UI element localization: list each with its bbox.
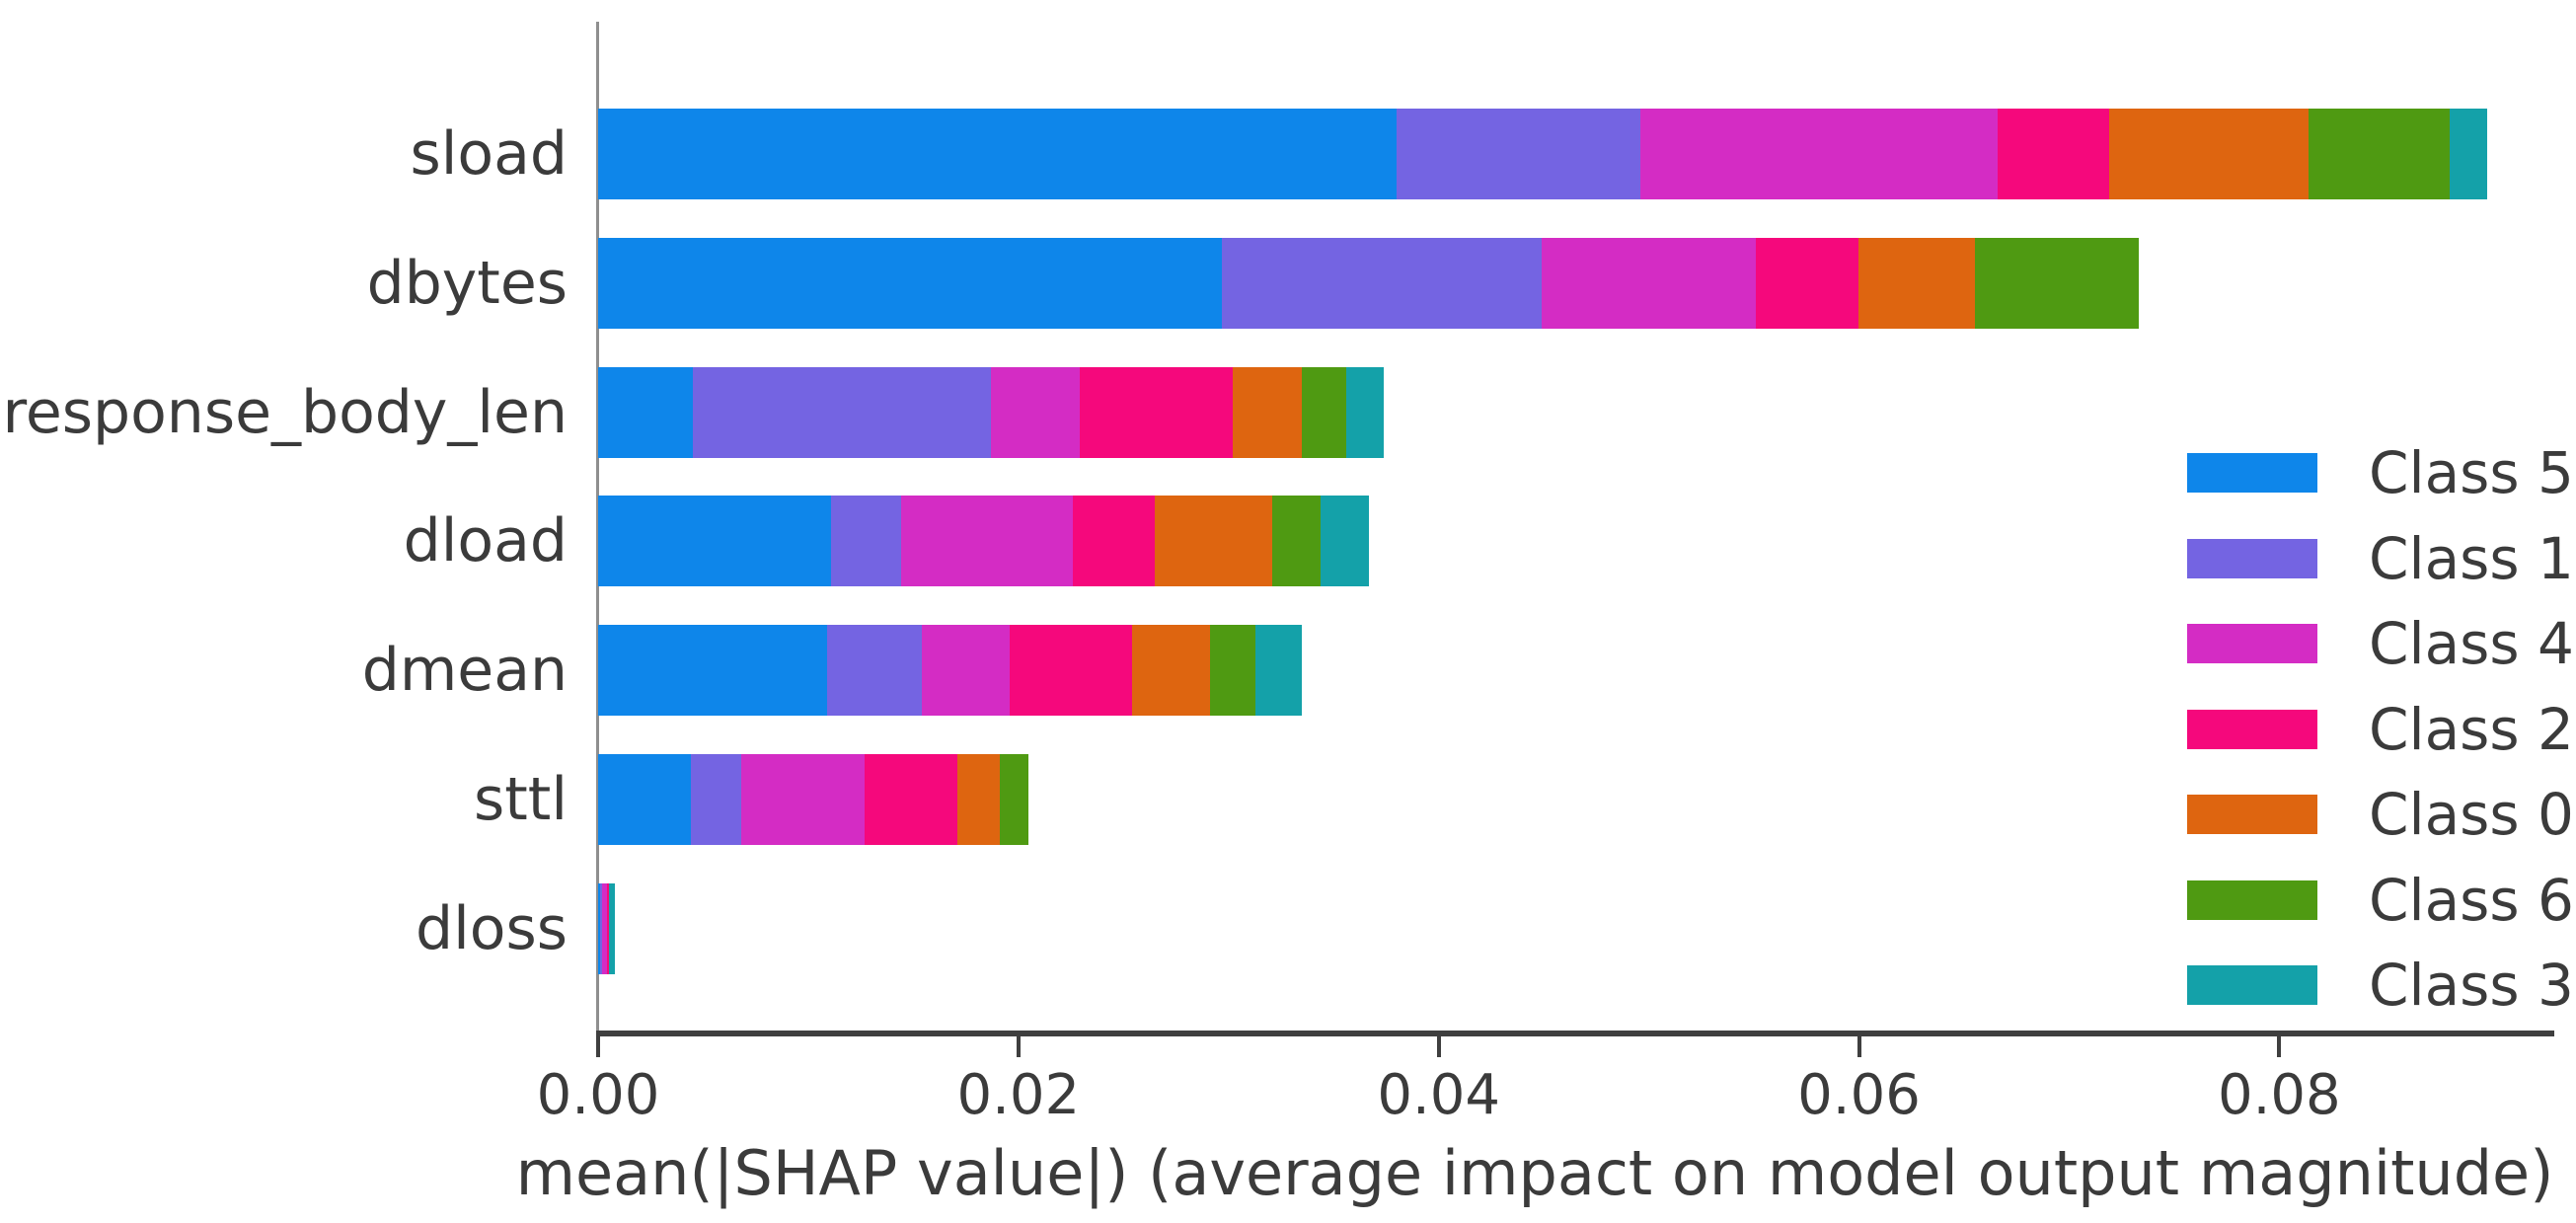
bar-segment-dmean-class-5 xyxy=(598,625,828,717)
legend-swatch-class-1 xyxy=(2187,538,2317,578)
legend-item-class-4: Class 4 xyxy=(2187,613,2574,674)
bar-segment-sttl-class-0 xyxy=(957,754,1000,845)
bar-segment-dmean-class-1 xyxy=(827,625,922,717)
bar-segment-sttl-class-5 xyxy=(598,754,691,845)
bar-segment-response_body_len-class-5 xyxy=(598,366,693,458)
bar-segment-sttl-class-4 xyxy=(740,754,866,845)
bar-segment-dloss-class-5 xyxy=(598,882,601,974)
legend-item-class-5: Class 5 xyxy=(2187,442,2574,503)
bar-segment-sload-class-2 xyxy=(1998,109,2109,199)
y-tick-label-dloss: dloss xyxy=(416,893,568,963)
bar-segment-dload-class-2 xyxy=(1073,496,1156,587)
bar-segment-dloss-class-2 xyxy=(606,882,609,974)
x-axis-line xyxy=(596,1031,2554,1036)
y-axis-spine xyxy=(596,22,599,1033)
legend-label-class-0: Class 0 xyxy=(2369,781,2574,848)
bar-segment-response_body_len-class-0 xyxy=(1232,366,1303,458)
legend-item-class-0: Class 0 xyxy=(2187,784,2574,845)
bar-segment-dmean-class-2 xyxy=(1010,625,1132,717)
bar-segment-dload-class-3 xyxy=(1321,496,1370,587)
bar-segment-response_body_len-class-6 xyxy=(1302,366,1346,458)
y-tick-label-dmean: dmean xyxy=(361,636,568,706)
legend-swatch-class-3 xyxy=(2187,965,2317,1005)
legend-item-class-3: Class 3 xyxy=(2187,955,2574,1016)
legend-label-class-6: Class 6 xyxy=(2369,866,2574,934)
legend-swatch-class-6 xyxy=(2187,879,2317,920)
bar-segment-dload-class-1 xyxy=(831,496,901,587)
legend-item-class-2: Class 2 xyxy=(2187,699,2574,760)
bar-segment-sload-class-5 xyxy=(598,109,1398,199)
x-tick-label-0.00: 0.00 xyxy=(536,1063,660,1127)
y-tick-label-dbytes: dbytes xyxy=(366,248,568,318)
legend-label-class-4: Class 4 xyxy=(2369,610,2574,677)
x-tick-label-0.06: 0.06 xyxy=(1797,1063,1921,1127)
bar-segment-dload-class-4 xyxy=(900,496,1074,587)
x-tick-label-0.02: 0.02 xyxy=(956,1063,1081,1127)
x-tick-mark-0.02 xyxy=(1016,1036,1021,1057)
bar-segment-dbytes-class-5 xyxy=(598,237,1223,329)
x-tick-label-0.08: 0.08 xyxy=(2217,1063,2341,1127)
bar-segment-sload-class-0 xyxy=(2108,109,2310,199)
y-tick-label-sload: sload xyxy=(410,119,568,189)
y-tick-label-sttl: sttl xyxy=(474,765,568,834)
bar-segment-sttl-class-2 xyxy=(865,754,958,845)
bar-segment-response_body_len-class-4 xyxy=(991,366,1080,458)
legend-swatch-class-4 xyxy=(2187,624,2317,663)
bar-segment-sttl-class-6 xyxy=(999,754,1029,845)
bar-segment-dload-class-0 xyxy=(1155,496,1273,587)
bar-segment-dbytes-class-0 xyxy=(1858,237,1975,329)
x-axis-title: mean(|SHAP value|) (average impact on mo… xyxy=(515,1137,2554,1209)
bar-segment-response_body_len-class-3 xyxy=(1345,366,1385,458)
bar-segment-dmean-class-3 xyxy=(1255,625,1303,717)
x-tick-label-0.04: 0.04 xyxy=(1377,1063,1500,1127)
bar-segment-dload-class-5 xyxy=(598,496,832,587)
bar-row-sttl xyxy=(598,754,2550,845)
legend-item-class-1: Class 1 xyxy=(2187,528,2574,589)
legend-label-class-3: Class 3 xyxy=(2369,952,2574,1019)
bar-segment-dbytes-class-4 xyxy=(1541,237,1757,329)
bar-row-sload xyxy=(598,109,2550,199)
bar-segment-dmean-class-0 xyxy=(1131,625,1210,717)
y-tick-label-dload: dload xyxy=(403,506,568,576)
bar-row-dmean xyxy=(598,625,2550,717)
legend-label-class-5: Class 5 xyxy=(2369,439,2574,506)
x-tick-mark-0.08 xyxy=(2277,1036,2282,1057)
x-tick-mark-0.06 xyxy=(1856,1036,1861,1057)
bar-segment-dbytes-class-1 xyxy=(1222,237,1542,329)
bar-segment-dbytes-class-6 xyxy=(1974,237,2139,329)
bar-segment-response_body_len-class-2 xyxy=(1079,366,1233,458)
bar-segment-sload-class-3 xyxy=(2449,109,2488,199)
bar-segment-dmean-class-4 xyxy=(921,625,1011,717)
bar-segment-sload-class-4 xyxy=(1640,109,1998,199)
bar-row-dload xyxy=(598,496,2550,587)
legend-swatch-class-5 xyxy=(2187,453,2317,493)
legend-label-class-1: Class 1 xyxy=(2369,524,2574,592)
x-tick-mark-0.00 xyxy=(596,1036,600,1057)
bar-segment-sload-class-1 xyxy=(1397,109,1641,199)
bar-segment-dloss-class-1 xyxy=(600,882,603,974)
legend-label-class-2: Class 2 xyxy=(2369,695,2574,763)
bar-row-response_body_len xyxy=(598,366,2550,458)
legend-item-class-6: Class 6 xyxy=(2187,870,2574,931)
bar-segment-sload-class-6 xyxy=(2309,109,2450,199)
bar-segment-dload-class-6 xyxy=(1272,496,1322,587)
bar-segment-dmean-class-6 xyxy=(1209,625,1256,717)
bar-row-dbytes xyxy=(598,237,2550,329)
bar-row-dloss xyxy=(598,882,2550,974)
legend-swatch-class-2 xyxy=(2187,709,2317,749)
x-tick-mark-0.04 xyxy=(1436,1036,1441,1057)
legend-swatch-class-0 xyxy=(2187,795,2317,834)
bar-segment-response_body_len-class-1 xyxy=(692,366,992,458)
bar-segment-dloss-class-4 xyxy=(602,882,607,974)
bar-segment-dloss-class-3 xyxy=(608,882,615,974)
bar-segment-dbytes-class-2 xyxy=(1756,237,1859,329)
y-tick-label-response_body_len: response_body_len xyxy=(2,377,568,447)
bar-segment-sttl-class-1 xyxy=(690,754,741,845)
